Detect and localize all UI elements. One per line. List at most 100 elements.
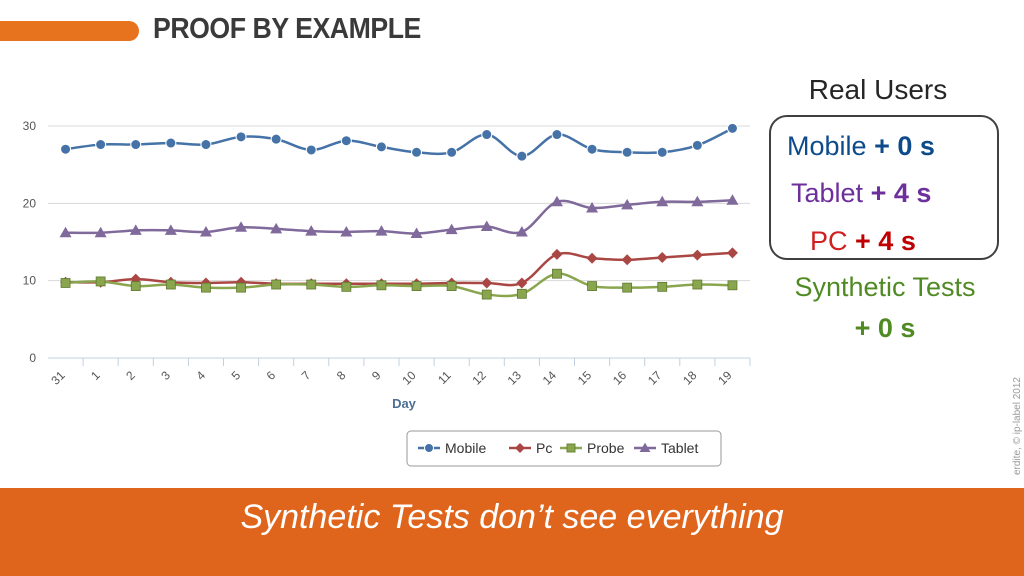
point-tablet [340, 225, 353, 237]
point-tablet [410, 227, 423, 238]
real-users-mobile-name: Mobile [787, 131, 867, 161]
x-tick-label: 17 [645, 368, 665, 388]
footer-banner [0, 488, 1024, 576]
point-pc [621, 254, 633, 266]
point-tablet [550, 195, 563, 207]
point-pc [656, 251, 668, 263]
point-mobile [235, 131, 247, 143]
point-mobile [375, 141, 387, 153]
point-tablet [164, 224, 177, 235]
point-tablet [94, 226, 107, 238]
legend-marker-tablet [639, 442, 651, 453]
x-tick-label: 19 [715, 368, 735, 388]
legend-marker-mobile [424, 443, 434, 453]
copyright-note: erdite, © ip-label 2012 [1012, 377, 1023, 475]
point-probe [376, 280, 387, 291]
point-mobile [60, 143, 72, 155]
footer-text: Synthetic Tests don’t see everything [240, 498, 784, 536]
point-mobile [481, 129, 493, 141]
point-tablet [726, 194, 739, 205]
x-tick-label: 16 [610, 368, 630, 388]
point-probe [306, 279, 317, 290]
point-pc [516, 277, 528, 289]
point-tablet [621, 198, 634, 210]
x-tick-label: 13 [505, 368, 525, 388]
point-tablet [691, 195, 704, 207]
point-tablet [586, 201, 599, 213]
point-probe [236, 282, 246, 293]
point-mobile [586, 143, 598, 155]
x-tick-label: 10 [399, 368, 419, 388]
x-axis-title: Day [392, 396, 417, 411]
point-mobile [130, 139, 142, 151]
point-probe [341, 281, 352, 292]
x-tick-label: 1 [88, 368, 103, 383]
point-tablet [515, 225, 528, 237]
x-tick-label: 8 [334, 368, 349, 383]
point-probe [201, 282, 211, 293]
point-probe [516, 288, 527, 299]
point-probe [622, 282, 633, 293]
point-tablet [445, 223, 458, 235]
point-mobile [691, 139, 703, 151]
point-probe [271, 279, 282, 290]
real-users-pc-name: PC [810, 226, 848, 256]
real-users-box [769, 115, 999, 260]
point-probe [481, 289, 492, 300]
series-line-probe [65, 272, 733, 298]
x-tick-label: 12 [470, 368, 490, 388]
x-tick-label: 4 [193, 368, 208, 383]
x-tick-label: 3 [158, 368, 173, 383]
x-tick-label: 31 [48, 368, 68, 388]
legend-label-probe: Probe [587, 440, 625, 456]
legend-label-tablet: Tablet [661, 440, 698, 456]
slide-title: PROOF BY EXAMPLE [153, 13, 421, 45]
x-tick-label: 11 [435, 368, 454, 387]
point-mobile [340, 135, 352, 147]
point-probe [95, 276, 106, 287]
x-tick-label: 2 [123, 368, 138, 383]
x-tick-label: 7 [299, 368, 314, 383]
point-tablet [305, 225, 318, 236]
point-mobile [95, 139, 107, 151]
x-tick-label: 5 [229, 368, 244, 383]
point-mobile [656, 146, 668, 158]
point-tablet [375, 225, 388, 236]
point-tablet [656, 195, 669, 207]
real-users-pc-delta: + 4 s [855, 226, 916, 256]
point-probe [60, 278, 71, 288]
point-tablet [235, 221, 248, 232]
x-tick-label: 6 [264, 368, 279, 383]
point-probe [165, 279, 176, 290]
real-users-tablet-delta: + 4 s [870, 178, 932, 208]
point-mobile [305, 144, 317, 156]
real-users-mobile-delta: + 0 s [874, 131, 935, 161]
synthetic-tests-delta: + 0 s [854, 313, 916, 343]
x-tick-label: 15 [575, 368, 595, 388]
point-probe [411, 281, 422, 291]
point-tablet [270, 222, 283, 234]
point-mobile [270, 133, 282, 145]
point-probe [657, 281, 668, 292]
point-tablet [480, 220, 493, 232]
point-pc [691, 249, 703, 261]
legend-marker-probe [566, 443, 576, 453]
synthetic-tests-label: Synthetic Tests [794, 272, 976, 302]
title-accent-bar [0, 21, 139, 41]
point-pc [586, 252, 598, 264]
point-mobile [621, 146, 633, 158]
x-tick-label: 14 [540, 368, 560, 388]
y-tick-label: 10 [23, 274, 37, 288]
point-probe [552, 268, 562, 279]
point-mobile [200, 139, 212, 151]
legend-marker-pc [515, 443, 525, 453]
point-pc [481, 277, 493, 289]
x-tick-label: 18 [680, 368, 700, 388]
real-users-tablet: Tablet + 4 s [791, 178, 931, 209]
point-probe [692, 279, 703, 290]
point-probe [727, 280, 738, 291]
point-probe [587, 281, 597, 291]
point-mobile [165, 137, 177, 149]
x-tick-label: 9 [369, 368, 384, 383]
